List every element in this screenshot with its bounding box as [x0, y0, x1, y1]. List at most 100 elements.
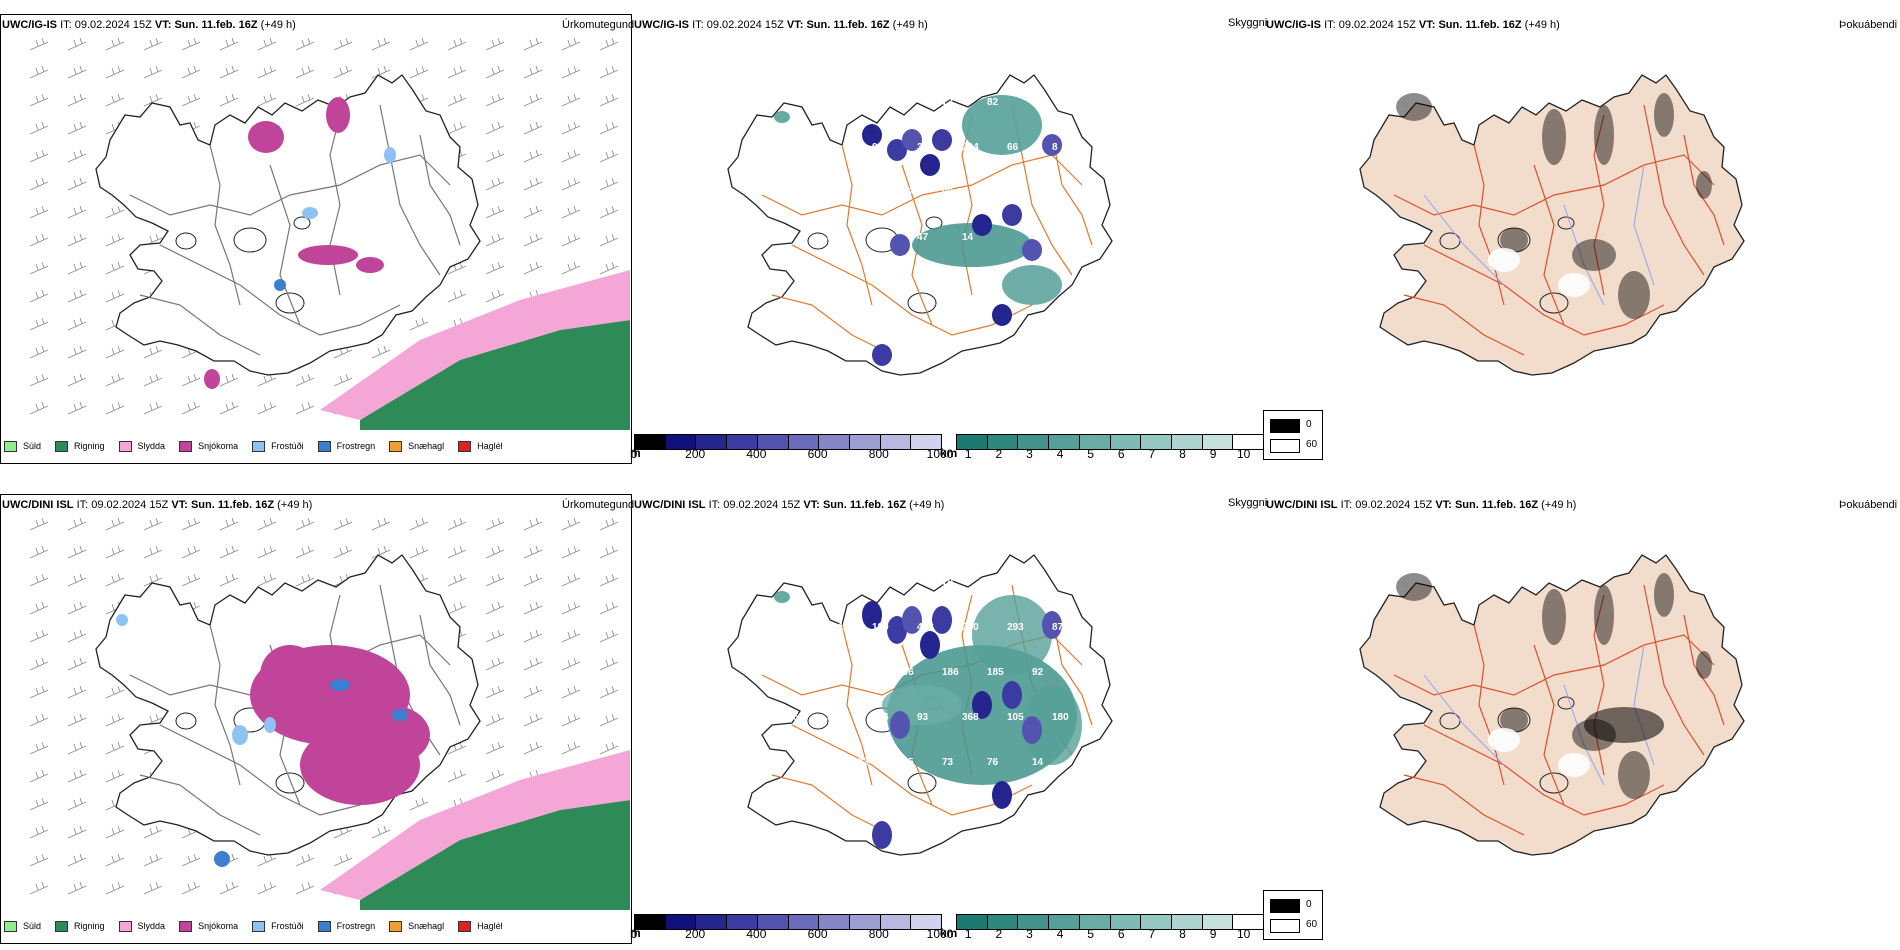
wind-barb — [561, 65, 581, 79]
colorbar-bin — [987, 435, 1019, 449]
road-line — [791, 244, 1033, 336]
wind-barb — [561, 121, 581, 135]
wind-barb — [409, 797, 429, 811]
panel-title: Úrkomutegund — [562, 499, 635, 511]
visibility-value-label: 316 — [827, 712, 844, 723]
visibility-value-label: 135 — [807, 97, 824, 108]
wind-barb — [523, 741, 543, 755]
colorbar-bin — [911, 915, 942, 929]
wind-barb — [447, 545, 467, 559]
wind-barb — [29, 685, 49, 699]
colorbar-tick-label: 10 — [1236, 447, 1251, 461]
colorbar-tick-label: 1000 — [926, 447, 954, 461]
fog-index-field — [1696, 171, 1712, 199]
wind-barb — [67, 741, 87, 755]
river-line — [1633, 644, 1655, 766]
wind-barb — [219, 401, 239, 415]
colorbar-bin — [635, 435, 666, 449]
cloud-base-core — [972, 691, 992, 719]
wind-barb — [599, 657, 619, 671]
fog-index-field — [1654, 93, 1674, 137]
wind-barb — [143, 881, 163, 895]
colorbar-tick-label: 3 — [1026, 447, 1033, 461]
wind-barb — [485, 545, 505, 559]
road-line — [419, 614, 461, 726]
wind-barb — [485, 93, 505, 107]
cloud-base-core — [920, 154, 940, 176]
wind-barb — [447, 289, 467, 303]
wind-barb — [143, 65, 163, 79]
visibility-value-label: 35 — [1032, 187, 1044, 198]
wind-barb — [29, 629, 49, 643]
fog-index-field — [1584, 707, 1664, 743]
precip-legend-item: Snæhagl — [389, 440, 444, 452]
cloud-base-colorbar — [634, 914, 942, 930]
precip-legend-item: Frostúði — [252, 440, 304, 452]
field-blob — [330, 679, 350, 691]
visibility-value-label: 162 — [807, 757, 824, 768]
legend-swatch — [317, 440, 331, 452]
river-line — [1563, 204, 1605, 306]
wind-barb — [143, 825, 163, 839]
field-blob — [298, 245, 358, 265]
river-line — [1563, 684, 1605, 786]
precip-legend-item: Snjókoma — [179, 920, 238, 932]
visibility-value-label: 4 — [987, 187, 993, 198]
wind-barb — [181, 37, 201, 51]
wind-barb — [599, 205, 619, 219]
legend-label: Frostregn — [336, 921, 376, 931]
wind-barb — [105, 65, 125, 79]
wind-barb — [29, 797, 49, 811]
fog-legend-light-swatch — [1270, 919, 1300, 933]
colorbar-bin — [788, 915, 820, 929]
legend-label: Rigning — [74, 441, 105, 451]
wind-barb — [67, 373, 87, 387]
glacier-outline — [233, 227, 267, 253]
visibility-value-label: 368 — [962, 712, 979, 723]
wind-barb — [67, 825, 87, 839]
visibility-value-label: 8 — [1052, 142, 1058, 153]
wind-barb — [29, 205, 49, 219]
colorbar-bin — [1049, 435, 1080, 449]
wind-barb — [371, 65, 391, 79]
colorbar-bin — [1110, 435, 1142, 449]
fog-legend-max: 0 — [1306, 899, 1312, 910]
cloud-base-core — [1022, 239, 1042, 261]
field-blob — [356, 257, 384, 273]
wind-barb — [561, 261, 581, 275]
visibility-value-label: 14 — [1032, 757, 1044, 768]
visibility-unit: km — [940, 446, 958, 460]
fog-index-field — [1618, 751, 1650, 799]
wind-barb — [333, 373, 353, 387]
wind-barb — [29, 601, 49, 615]
colorbar-bin — [1018, 435, 1050, 449]
visibility-panel: UWC/DINI ISL IT: 09.02.2024 15Z VT: Sun.… — [630, 480, 1267, 950]
glacier-outline — [1439, 232, 1461, 250]
visibility-value-label: 76 — [762, 97, 774, 108]
colorbar-tick-label: 200 — [685, 927, 706, 941]
precip-legend-item: Slydda — [118, 440, 165, 452]
river-line — [1423, 194, 1505, 286]
wind-barb — [105, 685, 125, 699]
wind-barb — [219, 573, 239, 587]
visibility-value-label: 293 — [1007, 622, 1024, 633]
wind-barb — [67, 401, 87, 415]
wind-barb — [29, 881, 49, 895]
colorbar-bin — [665, 435, 697, 449]
visibility-value-label: 88 — [897, 97, 909, 108]
glacier-outline — [807, 712, 829, 730]
fog-index-map — [1359, 74, 1745, 376]
wind-barb — [29, 517, 49, 531]
wind-barb — [143, 545, 163, 559]
wind-barb — [29, 401, 49, 415]
road-line — [771, 294, 893, 356]
fog-index-clear — [1558, 273, 1590, 297]
cloud-base-core — [862, 601, 882, 629]
cloud-base-core — [920, 631, 940, 659]
wind-barb — [447, 517, 467, 531]
wind-barb — [67, 713, 87, 727]
wind-barb — [523, 713, 543, 727]
wind-barb — [67, 797, 87, 811]
wind-barb — [561, 177, 581, 191]
road-line — [791, 724, 1033, 816]
